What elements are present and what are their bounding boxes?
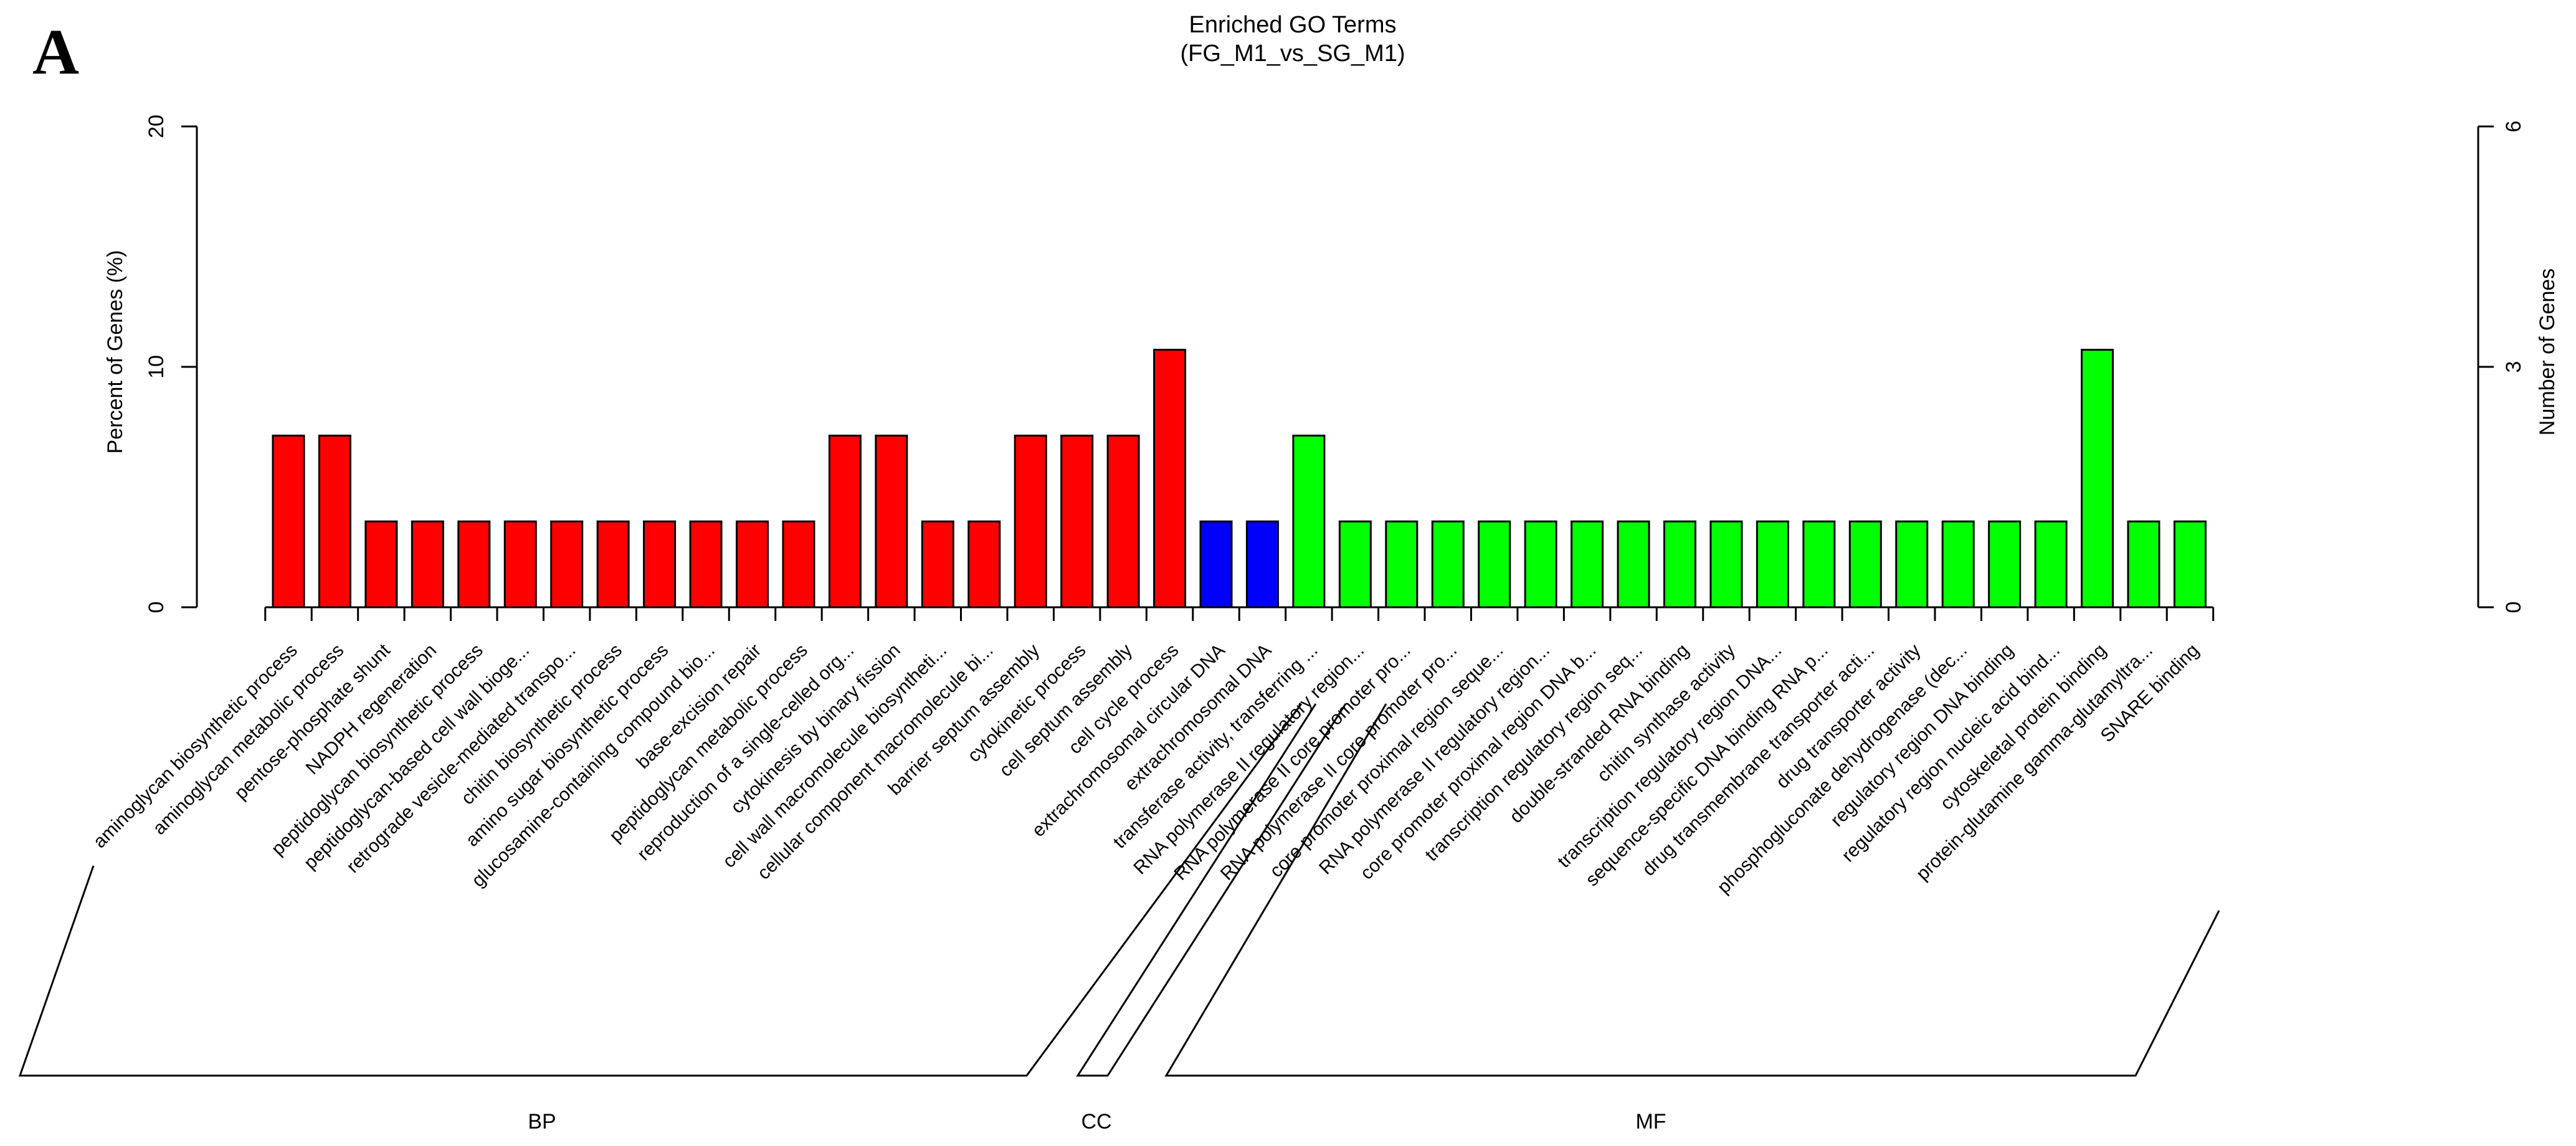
chart-subtitle: (FG_M1_vs_SG_M1)	[1180, 40, 1405, 67]
chart-title: Enriched GO Terms	[1189, 12, 1397, 38]
go-term-bar-bp	[689, 520, 723, 609]
go-term-bar-mf	[2034, 520, 2068, 609]
go-term-bar-bp	[1153, 349, 1187, 609]
go-term-bar-bp	[736, 520, 769, 609]
go-term-bar-bp	[643, 520, 677, 609]
go-term-bar-bp	[318, 434, 351, 609]
go-term-bar-mf	[1571, 520, 1604, 609]
go-term-bar-mf	[1988, 520, 2022, 609]
go-term-bar-mf	[1709, 520, 1743, 609]
go-term-bar-bp	[457, 520, 491, 609]
go-term-bar-bp	[875, 434, 908, 609]
go-term-bar-mf	[1385, 520, 1419, 609]
bars-layer	[272, 349, 2207, 609]
go-term-bar-bp	[550, 520, 584, 609]
x-axis-term-label: aminoglycan biosynthetic process	[89, 640, 302, 853]
y-axis-left-tick-label: 10	[145, 355, 168, 379]
group-brackets-layer: BP CC MF	[18, 703, 2220, 1134]
go-term-bar-mf	[1663, 520, 1696, 609]
go-term-bar-mf	[2081, 349, 2114, 609]
y-axis-right-tick-label: 6	[2502, 121, 2526, 133]
group-label-cc: CC	[1081, 1110, 1111, 1134]
go-term-bar-mf	[1431, 520, 1465, 609]
go-term-bar-mf	[1292, 434, 1326, 609]
group-label-bp: BP	[528, 1110, 556, 1134]
panel-label: A	[32, 16, 79, 88]
go-term-bar-bp	[1106, 434, 1140, 609]
y-axis-right-tick-label: 3	[2502, 361, 2526, 373]
go-term-bar-bp	[411, 520, 444, 609]
go-term-bar-bp	[921, 520, 954, 609]
group-bracket-cc	[1076, 703, 1347, 1077]
go-term-bar-mf	[1802, 520, 1836, 609]
go-term-bar-bp	[967, 520, 1001, 609]
go-term-bar-mf	[2127, 520, 2160, 609]
x-axis-labels-layer: aminoglycan biosynthetic processaminogly…	[89, 640, 2203, 897]
go-term-bar-mf	[1617, 520, 1650, 609]
axes-layer: 0 10 20 0 3 6	[145, 115, 2526, 621]
go-term-bar-bp	[364, 520, 398, 609]
group-label-mf: MF	[1635, 1110, 1666, 1134]
go-term-bar-bp	[272, 434, 305, 609]
go-term-bar-bp	[503, 520, 537, 609]
group-bracket-bp	[18, 703, 1303, 1077]
go-term-bar-mf	[1338, 520, 1372, 609]
y-axis-left-tick-label: 0	[145, 602, 168, 613]
y-axis-right-title: Number of Genes	[2536, 268, 2559, 435]
go-term-bar-bp	[828, 434, 862, 609]
go-term-bar-cc	[1245, 520, 1279, 609]
y-axis-left-title: Percent of Genes (%)	[103, 250, 127, 454]
go-term-bar-bp	[782, 520, 815, 609]
go-term-bar-mf	[1895, 520, 1929, 609]
go-term-bar-mf	[1756, 520, 1789, 609]
go-term-bar-mf	[1941, 520, 1975, 609]
group-bracket-mf	[1164, 703, 2220, 1077]
go-term-bar-cc	[1199, 520, 1233, 609]
go-term-bar-bp	[596, 520, 630, 609]
go-term-bar-bp	[1060, 434, 1094, 609]
y-axis-right-tick-label: 0	[2502, 602, 2526, 613]
go-term-bar-mf	[2173, 520, 2207, 609]
y-axis-left-tick-label: 20	[145, 115, 168, 138]
go-term-bar-bp	[1014, 434, 1047, 609]
x-axis-term-label: cytokinesis by binary fission	[727, 640, 905, 818]
go-term-bar-mf	[1848, 520, 1882, 609]
go-term-bar-mf	[1524, 520, 1557, 609]
go-term-bar-mf	[1478, 520, 1511, 609]
